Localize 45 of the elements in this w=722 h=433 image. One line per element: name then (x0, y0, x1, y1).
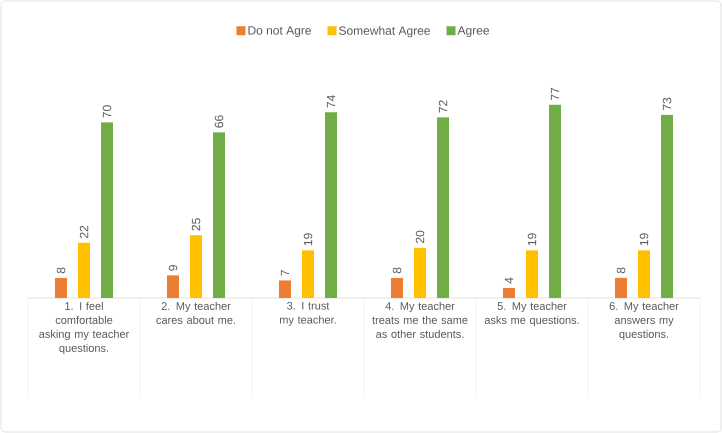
bar (503, 288, 516, 298)
data-label: 77 (550, 88, 560, 100)
data-label: 74 (326, 95, 336, 108)
data-label: 8 (392, 268, 402, 274)
bar (101, 122, 113, 298)
bar (78, 242, 90, 298)
data-label: 4 (504, 277, 514, 284)
bar (526, 250, 538, 298)
bar (391, 278, 403, 298)
bar (661, 114, 674, 298)
bar (279, 280, 291, 298)
x-tick-label: 5. My teacher asks me questions. (484, 302, 579, 326)
data-label: 20 (416, 230, 424, 244)
bar (638, 250, 650, 298)
bar (213, 132, 225, 298)
data-label: 73 (662, 98, 672, 110)
bar (190, 235, 202, 298)
legend-label: Agree (458, 26, 490, 38)
x-tick-label: 4. My teacher treats me the same as other students. (372, 302, 468, 338)
x-tick-label: 2. My teacher cares about me. (156, 302, 236, 324)
x-tick-label: 1. I feel comfortable asking my teacher questions. (39, 302, 130, 354)
data-label: 22 (80, 226, 88, 238)
bar (167, 275, 179, 298)
data-label: 19 (528, 233, 536, 246)
data-label: 7 (280, 270, 290, 276)
bar (325, 112, 337, 298)
data-label: 19 (640, 233, 648, 246)
bar (615, 278, 628, 298)
data-label: 19 (304, 233, 312, 246)
data-label: 8 (616, 268, 626, 274)
data-label: 72 (438, 100, 448, 113)
legend-label: Do not Agre (248, 26, 311, 38)
data-label: 9 (168, 265, 178, 271)
data-label: 66 (214, 115, 224, 128)
x-tick-label: 6. My teacher answers my questions. (610, 302, 679, 340)
data-label: 70 (102, 105, 112, 118)
bar (437, 117, 450, 298)
bar (414, 248, 426, 298)
bar (55, 278, 67, 298)
bar (549, 104, 562, 298)
legend-label: Somewhat Agree (339, 26, 430, 38)
data-label: 25 (192, 218, 200, 230)
data-label: 8 (56, 268, 66, 274)
x-tick-label: 3. I trust my teacher. (280, 302, 336, 326)
bar (302, 250, 314, 298)
